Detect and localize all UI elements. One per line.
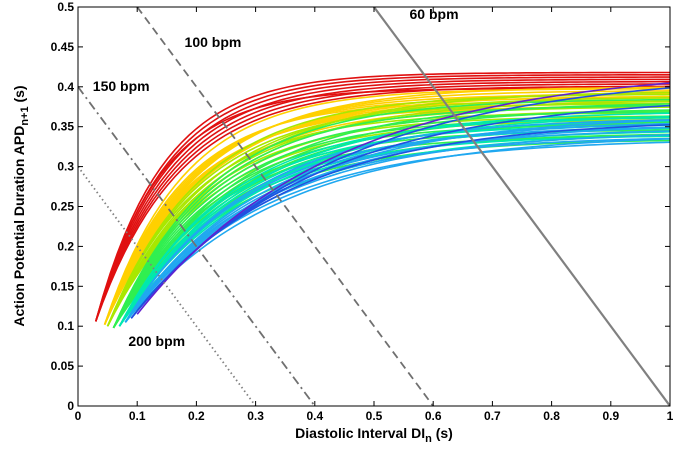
restitution-curve	[94, 71, 670, 322]
restitution-curve	[124, 138, 670, 323]
x-tick-label: 0.5	[366, 409, 383, 423]
restitution-curve	[106, 93, 670, 327]
x-tick-label: 0.2	[188, 409, 205, 423]
restitution-curve	[124, 119, 670, 323]
restitution-curve	[124, 122, 670, 323]
restitution-curve	[124, 118, 670, 323]
y-tick-label: 0.5	[57, 0, 74, 14]
y-tick-label: 0.35	[51, 120, 75, 134]
restitution-curve	[124, 130, 670, 323]
restitution-curve	[112, 98, 670, 329]
x-tick-label: 0.4	[306, 409, 323, 423]
restitution-curve	[103, 86, 670, 325]
restitution-curve	[106, 97, 670, 327]
pacing-line-label: 200 bpm	[128, 333, 185, 349]
restitution-curve	[106, 100, 670, 327]
restitution-curve	[124, 137, 670, 323]
restitution-curve	[94, 78, 670, 322]
pacing-line-label: 60 bpm	[410, 6, 459, 22]
pacing-line	[136, 7, 434, 406]
pacing-line	[78, 86, 316, 406]
restitution-curve	[94, 76, 670, 322]
y-tick-label: 0.45	[51, 40, 75, 54]
y-tick-label: 0	[67, 399, 74, 413]
x-tick-label: 0.3	[247, 409, 264, 423]
x-tick-label: 0.7	[484, 409, 501, 423]
restitution-curve	[103, 90, 670, 325]
restitution-curve	[95, 80, 670, 322]
restitution-curve	[103, 88, 670, 325]
restitution-curve	[130, 87, 670, 319]
y-tick-label: 0.05	[51, 359, 75, 373]
restitution-curve	[106, 118, 670, 327]
x-tick-label: 0.1	[129, 409, 146, 423]
y-axis-ticks: 0 0.05 0.1 0.15 0.2 0.25 0.3 0.35 0.4 0.45 0.5	[51, 0, 670, 413]
restitution-curve	[94, 73, 670, 322]
y-tick-label: 0.4	[57, 80, 74, 94]
y-tick-label: 0.15	[51, 279, 75, 293]
pacing-line	[373, 7, 670, 406]
x-axis-ticks: 0 0.1 0.2 0.3 0.4 0.5 0.6 0.7 0.8 0.9 1	[75, 7, 674, 423]
x-tick-label: 0	[75, 409, 82, 423]
y-tick-label: 0.25	[51, 200, 75, 214]
y-axis-title: Action Potential Duration APDn+1 (s)	[11, 85, 31, 326]
pacing-labels: 60 bpm 100 bpm 150 bpm 200 bpm	[93, 6, 459, 349]
restitution-curve	[95, 85, 670, 322]
restitution-curve	[112, 103, 670, 329]
x-tick-label: 0.6	[425, 409, 442, 423]
pacing-line-label: 100 bpm	[185, 34, 242, 50]
pacing-line-label: 150 bpm	[93, 78, 150, 94]
y-tick-label: 0.1	[57, 319, 74, 333]
y-tick-label: 0.2	[57, 239, 74, 253]
x-axis-title: Diastolic Interval DIn (s)	[295, 425, 453, 445]
y-tick-label: 0.3	[57, 160, 74, 174]
restitution-curve	[136, 82, 670, 315]
x-tick-label: 1	[667, 409, 674, 423]
x-tick-label: 0.8	[543, 409, 560, 423]
pacing-lines	[78, 7, 670, 406]
restitution-curves	[94, 71, 670, 329]
x-tick-label: 0.9	[602, 409, 619, 423]
pacing-line	[78, 166, 257, 406]
restitution-curve	[95, 83, 670, 322]
